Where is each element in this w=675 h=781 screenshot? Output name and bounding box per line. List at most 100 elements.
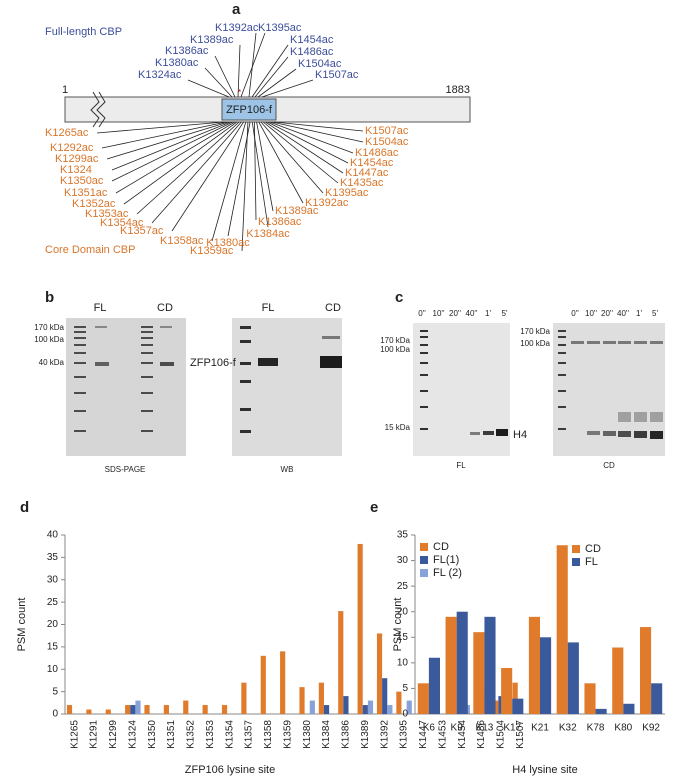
- legend-label: FL (2): [433, 567, 462, 579]
- leader-line: [96, 121, 225, 134]
- gel-band: [74, 352, 86, 354]
- x-tick-label: K1299: [108, 720, 119, 749]
- lane-label: FL: [262, 302, 275, 314]
- gel-band: [320, 356, 342, 368]
- gel-band: [141, 392, 153, 394]
- bar: [362, 705, 368, 714]
- x-axis-title: ZFP106 lysine site: [185, 764, 275, 776]
- bar: [86, 709, 92, 714]
- site-label: K1359ac: [190, 245, 234, 257]
- leader-line: [258, 121, 304, 204]
- time-label: 0'': [418, 309, 426, 318]
- bar: [135, 700, 141, 714]
- y-tick-label: 35: [397, 530, 409, 541]
- x-tick-label: K1352: [186, 720, 197, 749]
- gel-band: [420, 374, 428, 376]
- gel-band: [141, 337, 153, 339]
- leader-line: [211, 121, 247, 242]
- bar: [456, 611, 468, 714]
- site-label: K1504ac: [365, 136, 409, 148]
- lane-label: FL: [94, 302, 107, 314]
- time-label: 5': [502, 309, 508, 318]
- y-tick-label: 25: [47, 597, 59, 608]
- site-label: K1435ac: [340, 177, 384, 189]
- domain-label: ZFP106-f: [226, 104, 273, 116]
- x-axis-title: H4 lysine site: [512, 764, 577, 776]
- bar: [241, 682, 247, 714]
- x-tick-label: K78: [587, 723, 605, 734]
- site-label: K1386ac: [258, 216, 302, 228]
- gel-band: [587, 341, 600, 344]
- x-tick-label: K21: [531, 723, 549, 734]
- panel-label: a: [232, 1, 241, 18]
- time-label: 40'': [617, 309, 629, 318]
- leader-line: [251, 44, 289, 98]
- gel-band: [74, 326, 86, 328]
- bar: [367, 700, 374, 714]
- gel-band: [420, 390, 428, 392]
- marker-label: 15 kDa: [385, 423, 411, 432]
- site-label: K1389ac: [275, 205, 319, 217]
- domain-box: [221, 98, 277, 121]
- gel-band: [240, 362, 251, 365]
- site-label: K1351ac: [64, 187, 108, 199]
- bar: [280, 651, 286, 714]
- y-tick-label: 10: [47, 664, 59, 675]
- break-mark: [90, 91, 106, 128]
- x-tick-label: K13: [476, 723, 494, 734]
- asterisk: *: [238, 88, 241, 97]
- gel-band: [95, 326, 107, 328]
- site-label: K1324: [60, 164, 92, 176]
- leader-line: [254, 121, 257, 221]
- gel-image: [413, 323, 510, 456]
- leader-line: [136, 121, 240, 215]
- lane-label: CD: [325, 302, 341, 314]
- legend-swatch: [572, 545, 580, 553]
- bar: [260, 655, 266, 714]
- leader-line: [254, 56, 289, 98]
- gel-band: [240, 340, 251, 343]
- x-tick-label: K17: [503, 723, 521, 734]
- site-label: K1352ac: [72, 198, 116, 210]
- gel-band: [74, 344, 86, 346]
- leader-line: [265, 121, 344, 174]
- x-tick-label: K9: [451, 723, 464, 734]
- gel-band: [420, 406, 428, 408]
- gel-band: [470, 432, 480, 435]
- gel-band: [74, 410, 86, 412]
- gel-caption: SDS-PAGE: [105, 465, 146, 474]
- gel-band: [240, 408, 251, 411]
- bar: [493, 700, 499, 714]
- bar: [445, 616, 457, 714]
- gel-band: [650, 341, 663, 344]
- bar: [309, 700, 315, 714]
- gel-band: [420, 330, 428, 332]
- gel-band: [634, 431, 647, 438]
- leader-line: [262, 121, 339, 184]
- legend-label: FL: [585, 556, 598, 568]
- marker-label: 170 kDa: [380, 336, 410, 345]
- gel-band: [603, 341, 616, 344]
- band-label: ZFP106-f: [190, 357, 237, 369]
- bar: [406, 700, 412, 714]
- leader-line: [273, 121, 364, 132]
- gel-band: [95, 362, 109, 366]
- x-tick-label: K1291: [89, 720, 100, 749]
- bar: [343, 696, 349, 714]
- bar: [130, 705, 136, 714]
- gel-band: [558, 344, 566, 346]
- site-label: K1353ac: [85, 208, 129, 220]
- gel-band: [141, 331, 153, 333]
- gel-band: [634, 341, 647, 344]
- gel-band: [420, 336, 428, 338]
- bar: [584, 683, 596, 714]
- marker-label: 170 kDa: [34, 323, 64, 332]
- leader-line: [267, 121, 349, 164]
- gel-band: [558, 352, 566, 354]
- time-label: 10'': [585, 309, 597, 318]
- time-label: 20'': [449, 309, 461, 318]
- end-label: 1883: [446, 84, 470, 96]
- x-tick-label: K1389: [360, 720, 371, 749]
- leader-line: [115, 121, 236, 194]
- bar: [498, 696, 504, 714]
